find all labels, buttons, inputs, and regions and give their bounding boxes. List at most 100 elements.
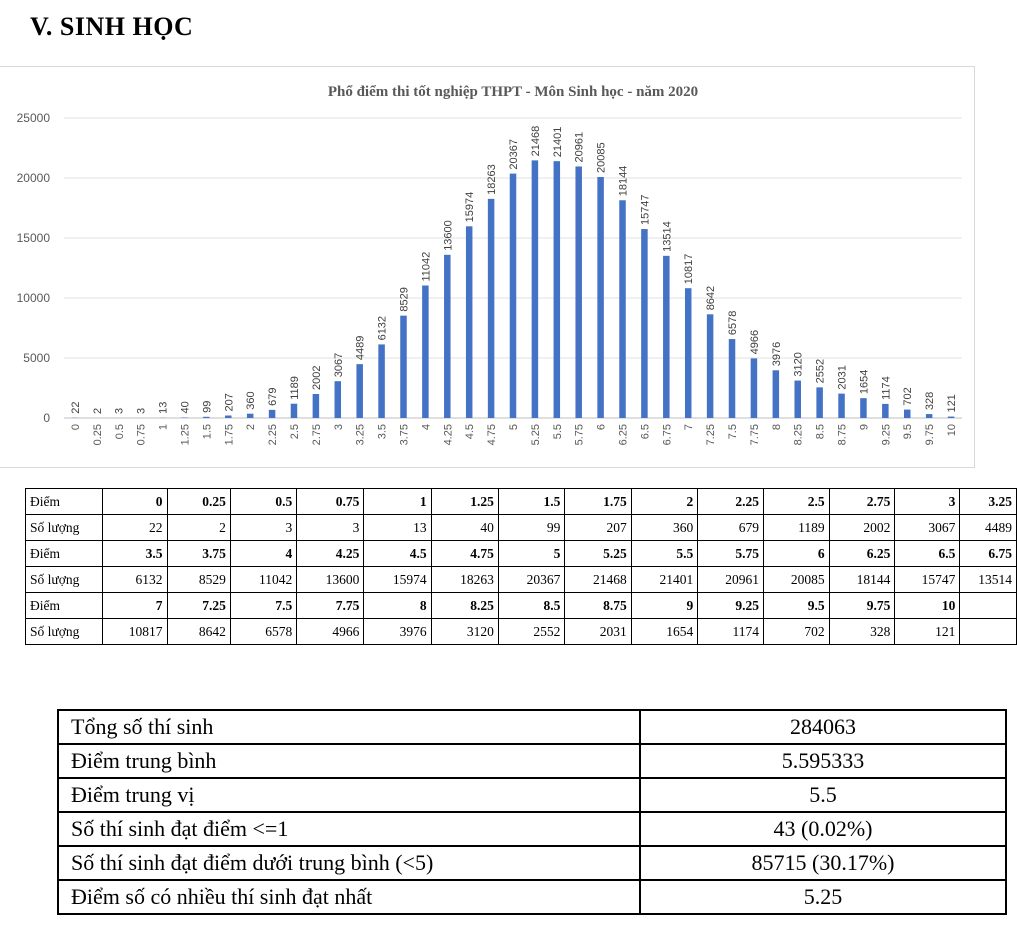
bar <box>597 176 604 418</box>
score-cell: 9 <box>630 592 699 619</box>
count-cell <box>959 618 1017 645</box>
count-cell: 3120 <box>430 618 499 645</box>
score-cell: 8.25 <box>430 592 499 619</box>
data-label: 1189 <box>289 376 301 400</box>
bar <box>378 344 385 418</box>
data-label: 18263 <box>486 164 498 195</box>
stats-row: Tổng số thí sinh 284063 <box>57 709 1007 745</box>
x-tick-label: 5.25 <box>530 424 542 445</box>
score-cell: 1 <box>363 488 432 515</box>
count-row-label: Số lượng <box>24 566 104 593</box>
stats-row: Điểm trung vị 5.5 <box>57 777 1007 813</box>
data-label: 2031 <box>837 365 849 389</box>
x-tick-label: 1.25 <box>179 424 191 445</box>
score-cell: 5 <box>497 540 566 567</box>
x-tick-label: 2.75 <box>311 424 323 445</box>
bar <box>334 381 342 418</box>
count-cell: 207 <box>564 514 632 541</box>
score-cell: 9.75 <box>828 592 896 619</box>
x-tick-label: 7.25 <box>705 424 717 445</box>
x-tick-label: 4 <box>420 424 432 430</box>
data-label: 3976 <box>771 342 783 366</box>
x-tick-label: 4.25 <box>442 424 454 445</box>
bar <box>641 229 648 418</box>
data-label: 22 <box>70 401 82 413</box>
score-cell: 3 <box>894 488 961 515</box>
chart-frame <box>0 66 975 468</box>
x-tick-label: 8.25 <box>793 424 805 445</box>
x-tick-label: 0 <box>70 424 82 430</box>
count-cell: 1189 <box>762 514 830 541</box>
count-cell: 6578 <box>229 618 298 645</box>
count-cell: 2 <box>166 514 231 541</box>
bar <box>268 409 276 418</box>
bar <box>816 387 823 418</box>
data-label: 8529 <box>398 287 410 311</box>
score-cell: 2.5 <box>762 488 830 515</box>
count-cell: 20961 <box>697 566 764 593</box>
data-label: 20961 <box>574 132 586 163</box>
data-label: 20367 <box>508 139 520 170</box>
x-tick-label: 8.75 <box>837 424 849 445</box>
score-cell: 4.75 <box>430 540 499 567</box>
data-label: 40 <box>179 401 191 413</box>
count-row: Số lượng 10817 8642 6578 4966 3976 3120 2552 203… <box>24 618 1017 645</box>
chart-title: Phổ điểm thi tốt nghiệp THPT - Môn Sinh … <box>328 84 698 100</box>
x-tick-label: 8 <box>771 424 783 430</box>
bar <box>509 173 517 418</box>
score-cell: 4 <box>229 540 298 567</box>
count-cell: 22 <box>102 514 168 541</box>
count-cell: 2552 <box>497 618 566 645</box>
count-cell: 15974 <box>363 566 432 593</box>
bar <box>246 413 254 418</box>
data-label: 3067 <box>333 353 345 377</box>
score-cell: 3.25 <box>959 488 1017 515</box>
data-label: 13600 <box>442 220 454 251</box>
score-cell: 5.25 <box>564 540 632 567</box>
score-distribution-chart: Phổ điểm thi tốt nghiệp THPT - Môn Sinh … <box>17 84 962 445</box>
score-cell: 0 <box>102 488 168 515</box>
x-tick-label: 9.25 <box>880 424 892 445</box>
data-label: 1654 <box>858 370 870 394</box>
score-cell: 7 <box>102 592 168 619</box>
x-tick-label: 1.5 <box>201 424 213 439</box>
data-label: 4489 <box>355 336 367 360</box>
data-label: 11042 <box>420 252 432 282</box>
stats-row: Số thí sinh đạt điểm dưới trung bình (<5… <box>57 845 1007 881</box>
x-tick-label: 1 <box>158 424 170 430</box>
x-tick-label: 7.5 <box>727 424 739 439</box>
bar <box>400 315 407 418</box>
bar <box>619 200 626 418</box>
count-cell: 13 <box>363 514 432 541</box>
count-cell: 13514 <box>959 566 1017 593</box>
summary-stats-table: Tổng số thí sinh 284063 Điểm trung bình 5.5… <box>57 709 1007 915</box>
score-row-label: Điểm <box>24 488 104 515</box>
data-label: 21468 <box>530 126 542 157</box>
data-label: 18144 <box>618 166 630 197</box>
count-cell: 2002 <box>828 514 896 541</box>
count-cell: 6132 <box>102 566 168 593</box>
y-tick-label: 0 <box>43 411 50 425</box>
stats-value: 85715 (30.17%) <box>639 845 1007 881</box>
count-cell: 8529 <box>166 566 231 593</box>
count-cell: 3 <box>296 514 365 541</box>
x-tick-label: 9.75 <box>924 424 936 445</box>
score-cell: 2 <box>630 488 699 515</box>
score-cell: 6.5 <box>894 540 961 567</box>
data-label: 3120 <box>793 352 805 376</box>
data-label: 4966 <box>749 330 761 354</box>
count-cell: 20085 <box>762 566 830 593</box>
data-label: 2 <box>92 408 104 414</box>
count-cell: 13600 <box>296 566 365 593</box>
score-cell: 1.25 <box>430 488 499 515</box>
score-cell: 3.5 <box>102 540 168 567</box>
count-cell: 328 <box>828 618 896 645</box>
score-cell: 2.25 <box>697 488 764 515</box>
stats-row: Điểm trung bình 5.595333 <box>57 743 1007 779</box>
data-label: 1174 <box>880 376 892 400</box>
x-tick-label: 10 <box>946 424 958 436</box>
x-tick-label: 1.75 <box>223 424 235 445</box>
score-cell: 1.75 <box>564 488 632 515</box>
bar <box>422 285 429 418</box>
y-tick-label: 10000 <box>17 291 51 305</box>
